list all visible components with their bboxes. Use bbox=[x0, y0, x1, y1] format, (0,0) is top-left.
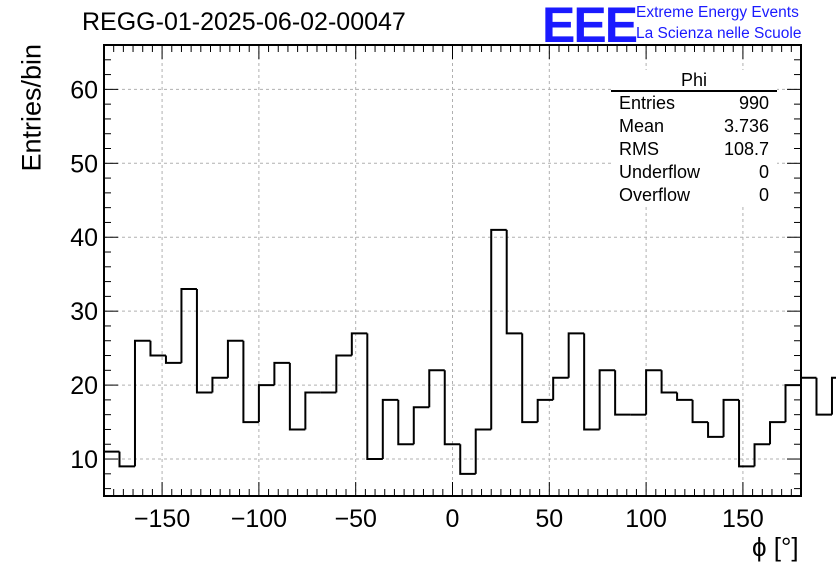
grid bbox=[104, 45, 801, 496]
histogram-bin bbox=[397, 399, 414, 446]
logo-text-line2: La Scienza nelle Scuole bbox=[636, 25, 802, 42]
x-tick-label: 150 bbox=[722, 505, 764, 533]
histogram-bin bbox=[738, 399, 755, 468]
histogram-bin bbox=[350, 332, 368, 356]
y-tick-label: 30 bbox=[70, 298, 98, 326]
histogram-bin bbox=[800, 376, 817, 386]
histogram-bin bbox=[536, 398, 554, 423]
stats-row: Entries 990 bbox=[611, 92, 777, 115]
chart-title: REGG-01-2025-06-02-00047 bbox=[82, 8, 406, 36]
histogram-bin bbox=[273, 361, 290, 386]
histogram-bin bbox=[753, 443, 771, 467]
stats-row: Mean 3.736 bbox=[611, 115, 777, 138]
histogram-bin bbox=[474, 428, 492, 474]
histogram-bin bbox=[288, 362, 306, 431]
x-tick-label: 0 bbox=[446, 505, 460, 533]
y-tick-label: 60 bbox=[70, 76, 98, 104]
x-axis-label: ϕ [°] bbox=[752, 532, 799, 562]
histogram-bin bbox=[381, 398, 399, 460]
histogram-bin bbox=[412, 406, 430, 445]
stats-value: 3.736 bbox=[723, 116, 769, 136]
histogram-bin bbox=[428, 369, 445, 408]
x-tick-label: −50 bbox=[334, 505, 376, 533]
histogram-bin bbox=[149, 340, 166, 357]
stats-label: RMS bbox=[619, 139, 659, 159]
stats-value: 0 bbox=[758, 185, 769, 205]
histogram-bin bbox=[815, 377, 832, 416]
histogram-bin bbox=[583, 333, 600, 431]
x-tick-label: 50 bbox=[535, 505, 563, 533]
stats-value: 990 bbox=[738, 93, 769, 113]
histogram-bin bbox=[521, 333, 538, 424]
histogram-bin bbox=[784, 384, 801, 423]
stats-label: Overflow bbox=[619, 185, 691, 205]
histogram-bin bbox=[691, 399, 709, 424]
histogram-bin bbox=[211, 376, 228, 393]
y-axis-label: Entries/bin bbox=[16, 43, 47, 172]
stats-value: 108.7 bbox=[723, 139, 769, 159]
x-tick-label: −100 bbox=[231, 505, 287, 533]
axis-tick-labels: −150 −100 −50 0 50 100 150 10 20 30 40 50 60 bbox=[70, 76, 764, 533]
histogram-bin bbox=[164, 355, 182, 364]
histogram-bin bbox=[707, 422, 724, 438]
histogram-bin bbox=[660, 370, 678, 394]
histogram-bin bbox=[118, 451, 135, 468]
stats-box: Phi Entries 990 Mean 3.736 RMS 108.7 Underflow… bbox=[611, 70, 777, 207]
histogram-bin bbox=[443, 370, 461, 446]
histogram-bin bbox=[180, 287, 197, 363]
stats-row: Underflow 0 bbox=[611, 161, 777, 184]
stats-rows: Entries 990 Mean 3.736 RMS 108.7 Underflow 0 Ove… bbox=[611, 92, 777, 207]
histogram-bin bbox=[552, 376, 569, 400]
stats-value: 0 bbox=[758, 162, 769, 182]
histogram-bin bbox=[614, 370, 631, 416]
histogram-bin bbox=[242, 340, 259, 424]
y-tick-label: 50 bbox=[70, 150, 98, 178]
histogram-bin bbox=[490, 228, 507, 430]
histogram-bin bbox=[304, 391, 321, 430]
histogram-bin bbox=[366, 333, 383, 461]
histogram-bin bbox=[598, 369, 616, 430]
histogram-bin bbox=[645, 369, 662, 415]
histogram-bin bbox=[722, 398, 740, 437]
histogram-bin bbox=[133, 339, 151, 467]
stats-label: Entries bbox=[619, 93, 676, 113]
logo-text-line1: Extreme Energy Events bbox=[636, 4, 799, 21]
axis-ticks bbox=[104, 45, 801, 496]
histogram-bin bbox=[676, 392, 693, 401]
y-tick-label: 10 bbox=[70, 446, 98, 474]
stats-box-title: Phi bbox=[611, 70, 777, 92]
stats-row: Overflow 0 bbox=[611, 184, 777, 207]
histogram-bin bbox=[769, 421, 786, 445]
histogram-bin bbox=[335, 354, 352, 393]
histogram-bin bbox=[459, 444, 476, 475]
histogram-bin bbox=[505, 229, 523, 335]
stats-label: Underflow bbox=[619, 162, 701, 182]
histogram-bin bbox=[226, 339, 244, 378]
x-tick-label: −150 bbox=[134, 505, 190, 533]
histogram-bin bbox=[195, 288, 213, 394]
stats-label: Mean bbox=[619, 116, 665, 136]
histogram-bin bbox=[830, 376, 836, 415]
y-tick-label: 20 bbox=[70, 372, 98, 400]
x-tick-label: 100 bbox=[625, 505, 667, 533]
histogram-bin bbox=[257, 384, 275, 423]
histogram-bin bbox=[567, 332, 585, 378]
y-tick-label: 40 bbox=[70, 224, 98, 252]
stats-row: RMS 108.7 bbox=[611, 138, 777, 161]
